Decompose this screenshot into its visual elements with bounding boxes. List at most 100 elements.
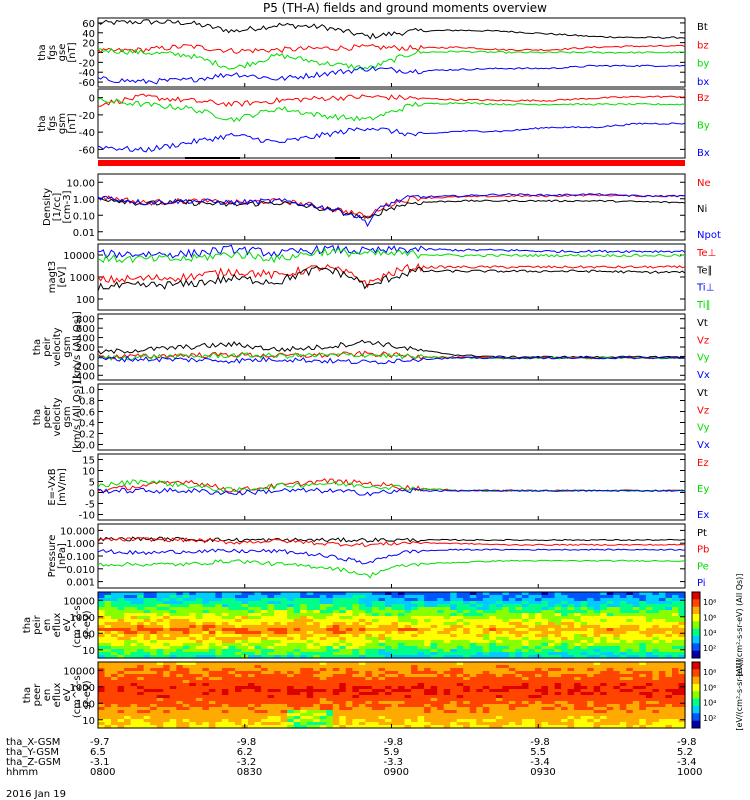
heatmap-cell: [293, 607, 301, 611]
heatmap-cell: [567, 622, 575, 626]
heatmap-cell: [417, 655, 425, 659]
heatmap-cell: [156, 622, 164, 626]
heatmap-cell: [411, 595, 419, 599]
heatmap-cell: [117, 655, 125, 659]
heatmap-cell: [521, 601, 529, 605]
heatmap-cell: [515, 598, 523, 602]
heatmap-cell: [632, 671, 640, 675]
heatmap-cell: [645, 607, 653, 611]
heatmap-cell: [104, 689, 112, 693]
heatmap-cell: [528, 713, 536, 717]
heatmap-cell: [241, 683, 249, 687]
heatmap-cell: [587, 613, 595, 617]
heatmap-cell: [652, 607, 660, 611]
heatmap-cell: [567, 677, 575, 681]
heatmap-cell: [306, 725, 314, 729]
heatmap-cell: [345, 704, 353, 708]
heatmap-cell: [639, 655, 647, 659]
y-tick-label: 1.00: [73, 195, 95, 206]
heatmap-cell: [215, 631, 223, 635]
heatmap-cell: [639, 719, 647, 723]
heatmap-cell: [574, 649, 582, 653]
heatmap-cell: [567, 637, 575, 641]
heatmap-cell: [137, 637, 145, 641]
heatmap-cell: [652, 601, 660, 605]
heatmap-cell: [567, 713, 575, 717]
heatmap-cell: [398, 662, 406, 666]
heatmap-cell: [489, 631, 497, 635]
heatmap-cell: [306, 601, 314, 605]
heatmap-cell: [463, 683, 471, 687]
heatmap-cell: [104, 665, 112, 669]
y-axis-label: gsm: [62, 406, 73, 427]
heatmap-cell: [580, 668, 588, 672]
heatmap-cell: [417, 646, 425, 650]
heatmap-cell: [143, 701, 151, 705]
heatmap-cell: [156, 722, 164, 726]
heatmap-cell: [195, 649, 203, 653]
heatmap-cell: [482, 595, 490, 599]
heatmap-cell: [248, 662, 256, 666]
heatmap-cell: [98, 652, 106, 656]
heatmap-cell: [587, 622, 595, 626]
heatmap-cell: [593, 671, 601, 675]
heatmap-cell: [319, 722, 327, 726]
heatmap-cell: [561, 689, 569, 693]
heatmap-cell: [561, 677, 569, 681]
heatmap-cell: [137, 598, 145, 602]
legend-Pe: Pe: [697, 561, 709, 572]
heatmap-cell: [398, 710, 406, 714]
x-row-label: tha_X-GSM: [6, 737, 60, 748]
heatmap-cell: [652, 677, 660, 681]
heatmap-cell: [489, 646, 497, 650]
heatmap-cell: [508, 695, 516, 699]
heatmap-cell: [417, 598, 425, 602]
heatmap-cell: [228, 662, 236, 666]
heatmap-cell: [417, 710, 425, 714]
heatmap-cell: [417, 695, 425, 699]
heatmap-cell: [495, 707, 503, 711]
heatmap-cell: [672, 677, 680, 681]
heatmap-cell: [339, 683, 347, 687]
heatmap-cell: [261, 610, 269, 614]
heatmap-cell: [208, 619, 216, 623]
heatmap-cell: [665, 652, 673, 656]
heatmap-cell: [241, 619, 249, 623]
heatmap-cell: [241, 689, 249, 693]
heatmap-cell: [124, 719, 132, 723]
y-tick-label: 10000: [63, 596, 95, 607]
heatmap-cell: [326, 631, 334, 635]
heatmap-cell: [267, 646, 275, 650]
heatmap-cell: [528, 686, 536, 690]
heatmap-cell: [424, 619, 432, 623]
heatmap-cell: [117, 716, 125, 720]
y-tick-label: 0: [89, 352, 95, 363]
heatmap-cell: [561, 649, 569, 653]
heatmap-cell: [235, 722, 243, 726]
heatmap-cell: [645, 698, 653, 702]
heatmap-cell: [274, 601, 282, 605]
heatmap-cell: [554, 625, 562, 629]
heatmap-cell: [450, 628, 458, 632]
heatmap-cell: [535, 680, 543, 684]
heatmap-cell: [626, 671, 634, 675]
heatmap-cell: [143, 643, 151, 647]
heatmap-cell: [600, 692, 608, 696]
heatmap-cell: [287, 637, 295, 641]
heatmap-cell: [117, 671, 125, 675]
y-axis-label: [nT]: [67, 113, 78, 133]
heatmap-cell: [182, 686, 190, 690]
heatmap-cell: [469, 707, 477, 711]
heatmap-cell: [476, 722, 484, 726]
heatmap-cell: [365, 598, 373, 602]
heatmap-cell: [548, 722, 556, 726]
heatmap-cell: [300, 716, 308, 720]
heatmap-cell: [632, 716, 640, 720]
heatmap-cell: [182, 701, 190, 705]
heatmap-cell: [574, 662, 582, 666]
heatmap-cell: [541, 719, 549, 723]
heatmap-cell: [593, 704, 601, 708]
heatmap-cell: [528, 671, 536, 675]
heatmap-cell: [535, 613, 543, 617]
heatmap-cell: [241, 692, 249, 696]
